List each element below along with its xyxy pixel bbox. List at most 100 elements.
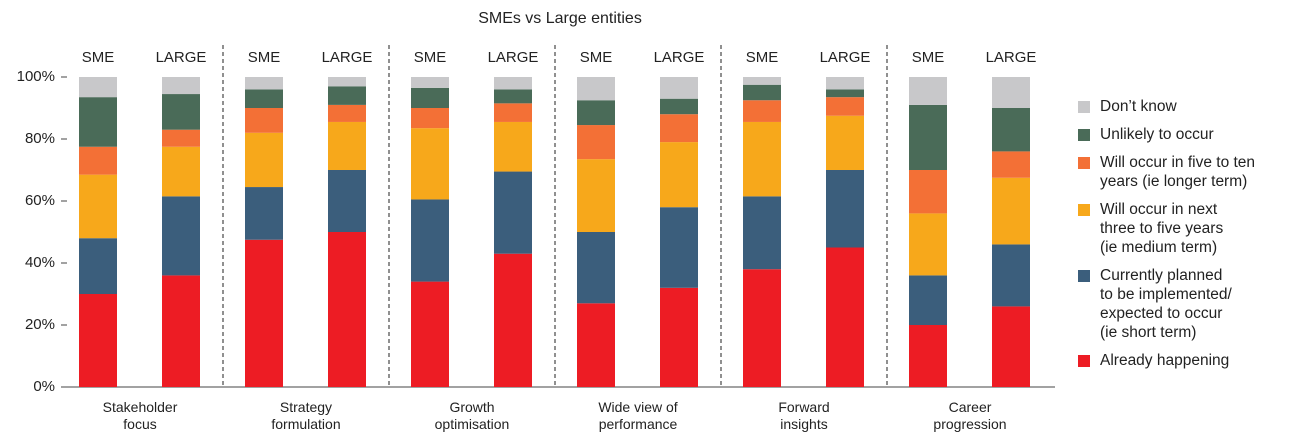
bar-segment xyxy=(577,159,615,232)
bar-segment xyxy=(245,132,283,188)
bar-segment xyxy=(743,77,781,85)
y-tick-label: 60% xyxy=(25,192,55,209)
bar-segment xyxy=(328,104,366,122)
bar-segment xyxy=(743,196,781,270)
legend-item: Unlikely to occur xyxy=(1076,125,1255,144)
group-label: Growth optimisation xyxy=(434,399,510,432)
bar-segment xyxy=(992,77,1030,108)
sub-label: LARGE xyxy=(488,49,539,66)
legend-label: Unlikely to occur xyxy=(1100,126,1214,143)
bar-segment xyxy=(79,146,117,175)
legend-item: Currently planned to be implemented/ exp… xyxy=(1076,266,1255,342)
bar-segment xyxy=(826,77,864,90)
sub-label: LARGE xyxy=(654,49,705,66)
sub-label: LARGE xyxy=(322,49,373,66)
bar-segment xyxy=(494,103,532,122)
sub-label: LARGE xyxy=(156,49,207,66)
sub-label: SME xyxy=(580,49,613,66)
bar-segment xyxy=(743,84,781,101)
group-label: Career progression xyxy=(933,399,1007,432)
bar-segment xyxy=(79,77,117,98)
bar-segment xyxy=(411,87,449,108)
bar-segment xyxy=(577,77,615,101)
bar-segment xyxy=(660,114,698,143)
legend-swatch xyxy=(1078,101,1090,113)
bar-segment xyxy=(577,232,615,304)
bar-segment xyxy=(245,187,283,240)
bar-segment xyxy=(992,108,1030,152)
legend-swatch xyxy=(1078,129,1090,141)
y-tick-label: 20% xyxy=(25,316,55,333)
bar-segment xyxy=(245,108,283,133)
bar-segment xyxy=(494,253,532,387)
bar-segment xyxy=(826,115,864,170)
bar-segment xyxy=(743,121,781,197)
bar-segment xyxy=(743,100,781,122)
bar-segment xyxy=(245,239,283,387)
bar-segment xyxy=(660,142,698,208)
legend-item: Will occur in next three to five years (… xyxy=(1076,200,1255,257)
bar-segment xyxy=(411,281,449,387)
legend: Don’t know Unlikely to occur Will occur in… xyxy=(1076,97,1255,370)
group-label: Strategy formulation xyxy=(271,399,341,432)
group-label: Wide view of performance xyxy=(598,399,678,432)
bar-segment xyxy=(79,238,117,294)
legend-swatch xyxy=(1078,157,1090,169)
bar-segment xyxy=(826,89,864,98)
chart-title: SMEs vs Large entities xyxy=(478,10,642,27)
bar-segment xyxy=(909,325,947,387)
bar-segment xyxy=(328,86,366,105)
bar-segment xyxy=(494,121,532,172)
bar-segment xyxy=(743,269,781,387)
bar-segment xyxy=(328,232,366,387)
bar-segment xyxy=(826,170,864,248)
bar-segment xyxy=(411,108,449,129)
legend-label: Will occur in five to ten years (ie long… xyxy=(1100,154,1256,190)
legend-item: Will occur in five to ten years (ie long… xyxy=(1076,153,1255,191)
bar-segment xyxy=(162,129,200,147)
bar-segment xyxy=(162,77,200,95)
sub-label: SME xyxy=(746,49,779,66)
legend-swatch xyxy=(1078,270,1090,282)
bar-segment xyxy=(992,177,1030,245)
bar-segment xyxy=(79,294,117,387)
legend-label: Already happening xyxy=(1100,352,1230,369)
bar-segment xyxy=(992,306,1030,387)
bar-segment xyxy=(162,94,200,130)
bar-segment xyxy=(162,146,200,197)
legend-item: Already happening xyxy=(1076,351,1255,370)
bar-segment xyxy=(162,196,200,276)
bar-segment xyxy=(909,275,947,325)
bar-segment xyxy=(826,97,864,116)
bar-segment xyxy=(909,104,947,170)
bar-segment xyxy=(162,275,200,387)
bar-segment xyxy=(79,97,117,147)
bar-segment xyxy=(909,77,947,105)
bar-segment xyxy=(577,100,615,126)
sub-label: SME xyxy=(248,49,281,66)
bar-segment xyxy=(328,121,366,170)
bar-segment xyxy=(494,77,532,90)
group-label: Stakeholder focus xyxy=(102,399,178,432)
group-label: Forward insights xyxy=(778,399,830,432)
legend-swatch xyxy=(1078,355,1090,367)
y-tick-label: 100% xyxy=(17,68,55,85)
bar-segment xyxy=(577,303,615,387)
bar-segment xyxy=(79,174,117,239)
bar-segment xyxy=(826,247,864,387)
sub-label: LARGE xyxy=(986,49,1037,66)
sub-label: SME xyxy=(414,49,447,66)
bar-segment xyxy=(660,287,698,387)
y-tick-label: 0% xyxy=(33,378,55,395)
bar-segment xyxy=(660,207,698,288)
bar-segment xyxy=(577,125,615,160)
legend-label: Currently planned to be implemented/ exp… xyxy=(1100,267,1232,341)
bar-segment xyxy=(909,170,947,214)
legend-swatch xyxy=(1078,204,1090,216)
sub-label: LARGE xyxy=(820,49,871,66)
bar-segment xyxy=(411,128,449,200)
bar-segment xyxy=(245,89,283,108)
sub-label: SME xyxy=(912,49,945,66)
bar-segment xyxy=(992,244,1030,307)
